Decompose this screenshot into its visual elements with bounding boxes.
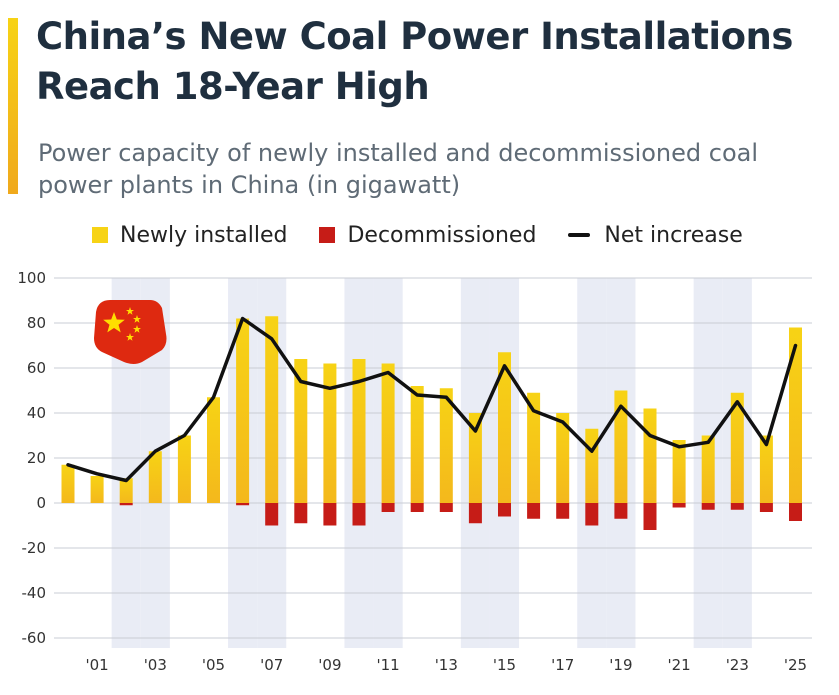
bar-decommissioned (730, 503, 744, 510)
y-tick-label: -20 (22, 539, 47, 557)
y-tick-label: 60 (27, 359, 46, 377)
bar-decommissioned (701, 503, 715, 510)
bar-decommissioned (672, 503, 686, 508)
legend-item-decommissioned: Decommissioned (319, 223, 536, 248)
bar-decommissioned (294, 503, 308, 524)
bar-decommissioned (556, 503, 570, 519)
bar-decommissioned (410, 503, 424, 512)
bar-installed (701, 435, 715, 503)
bar-decommissioned (468, 503, 482, 524)
bar-installed (614, 390, 628, 503)
legend-swatch-net (568, 233, 591, 237)
bar-decommissioned (439, 503, 453, 512)
bar-decommissioned (323, 503, 337, 526)
bar-installed (294, 359, 308, 503)
x-tick-label: '05 (202, 656, 225, 674)
legend-item-net: Net increase (568, 222, 743, 248)
bar-installed (730, 392, 744, 503)
bar-installed (236, 318, 250, 503)
y-tick-label: 20 (27, 449, 46, 467)
bar-decommissioned (789, 503, 802, 521)
legend-label-net: Net increase (604, 222, 743, 248)
x-tick-label: '07 (260, 656, 283, 674)
bar-installed (585, 428, 599, 503)
bar-installed (498, 352, 511, 503)
net-increase-line (66, 316, 798, 483)
y-tick-label: 80 (27, 314, 46, 332)
chart-legend: Newly installed Decommissioned Net incre… (92, 220, 775, 250)
x-tick-label: '13 (435, 656, 458, 674)
legend-item-installed: Newly installed (92, 223, 287, 248)
bar-installed (410, 386, 424, 503)
bar-installed (323, 363, 337, 503)
legend-swatch-installed (92, 227, 108, 243)
x-tick-label: '19 (609, 656, 632, 674)
legend-swatch-decommissioned (319, 227, 336, 243)
x-tick-label: '03 (144, 656, 167, 674)
bar-installed (352, 359, 366, 503)
x-tick-label: '23 (726, 656, 749, 674)
bar-installed (759, 435, 773, 503)
x-tick-label: '25 (784, 656, 807, 674)
y-tick-label: 0 (36, 494, 46, 512)
bar-installed (177, 435, 191, 503)
bar-installed (61, 464, 75, 503)
bar-installed (207, 397, 220, 503)
bar-installed (90, 476, 104, 503)
x-tick-label: '09 (318, 656, 341, 674)
bar-decommissioned (119, 503, 133, 506)
y-tick-label: -60 (22, 629, 47, 647)
y-tick-label: 40 (27, 404, 46, 422)
bar-installed (556, 413, 570, 503)
bar-decommissioned (585, 503, 599, 526)
bar-decommissioned (614, 503, 628, 519)
accent-bar (8, 18, 18, 194)
bar-installed (789, 327, 802, 503)
bar-installed (468, 413, 482, 503)
bar-decommissioned (643, 503, 657, 530)
bar-installed (265, 316, 279, 503)
x-tick-label: '11 (376, 656, 399, 674)
bar-installed (148, 451, 162, 503)
bar-installed (119, 478, 133, 503)
chart-subtitle: Power capacity of newly installed and de… (38, 139, 759, 199)
y-tick-label: 100 (17, 269, 46, 287)
legend-label-decommissioned: Decommissioned (347, 222, 537, 248)
chart-title: China’s New Coal Power Installations Rea… (36, 15, 793, 108)
bar-decommissioned (352, 503, 366, 526)
bar-decommissioned (265, 503, 279, 526)
bar-decommissioned (759, 503, 773, 512)
x-tick-label: '15 (493, 656, 516, 674)
bar-installed (643, 408, 657, 503)
bar-decommissioned (236, 503, 250, 506)
bar-decommissioned (527, 503, 541, 519)
x-tick-label: '17 (551, 656, 574, 674)
china-flag-icon (94, 300, 167, 364)
y-tick-label: -40 (22, 584, 47, 602)
legend-label-installed: Newly installed (120, 222, 288, 248)
x-tick-label: '21 (667, 656, 690, 674)
bar-installed (672, 440, 686, 503)
bar-decommissioned (498, 503, 511, 517)
bar-installed (381, 363, 395, 503)
bar-installed (527, 392, 541, 503)
bar-decommissioned (381, 503, 395, 512)
bar-installed (439, 388, 453, 503)
x-tick-label: '01 (85, 656, 108, 674)
